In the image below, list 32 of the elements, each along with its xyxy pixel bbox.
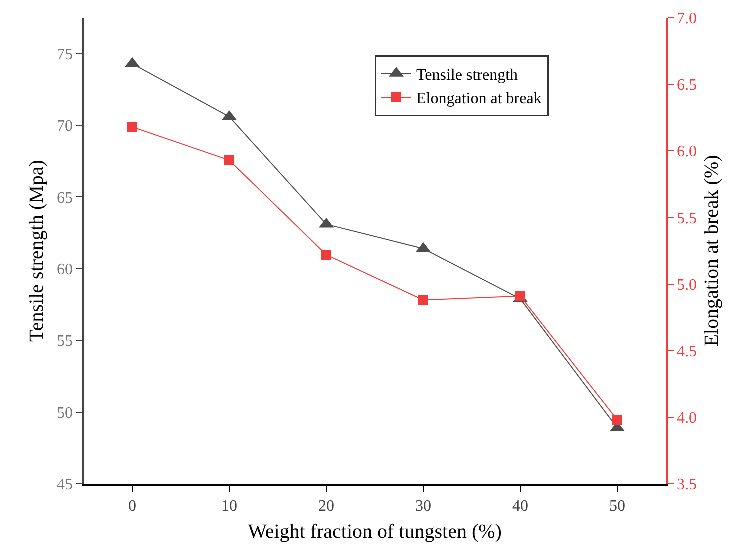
x-axis-title: Weight fraction of tungsten (%): [248, 520, 502, 543]
y2-tick-label: 4.0: [676, 410, 697, 428]
y2-tick-label: 6.0: [676, 144, 697, 161]
y-tick-label: 70: [57, 118, 74, 136]
y2-axis-title: Elongation at break (%): [700, 155, 723, 347]
y-tick-label: 60: [57, 262, 74, 279]
point: [418, 295, 428, 306]
x-tick-label: 30: [416, 498, 432, 515]
point: [322, 250, 332, 260]
x-tick-label: 40: [512, 498, 528, 515]
y2-tick-label: 7.0: [676, 10, 697, 28]
y-tick-label: 75: [57, 46, 74, 64]
y-tick-label: 65: [57, 190, 74, 207]
y2-tick-label: 5.0: [676, 276, 697, 294]
y-tick-label: 45: [57, 476, 74, 494]
x-tick-label: 0: [128, 498, 136, 515]
x-tick-label: 50: [610, 498, 626, 515]
x-tick-label: 20: [318, 498, 334, 515]
point: [612, 415, 622, 426]
point: [128, 122, 138, 132]
legend-label: Elongation at break: [416, 90, 542, 108]
y2-tick-label: 6.5: [676, 77, 697, 94]
point: [516, 291, 526, 302]
y-tick-label: 55: [57, 333, 74, 350]
y-tick-label: 50: [57, 404, 74, 422]
y2-tick-label: 3.5: [676, 476, 697, 494]
point: [224, 155, 234, 166]
legend-label: Tensile strength: [416, 66, 518, 84]
x-tick-label: 10: [222, 498, 238, 515]
y2-tick-label: 5.5: [676, 210, 697, 228]
y2-tick-label: 4.5: [676, 343, 697, 360]
y-axis-title: Tensile strength (Mpa): [26, 160, 48, 342]
